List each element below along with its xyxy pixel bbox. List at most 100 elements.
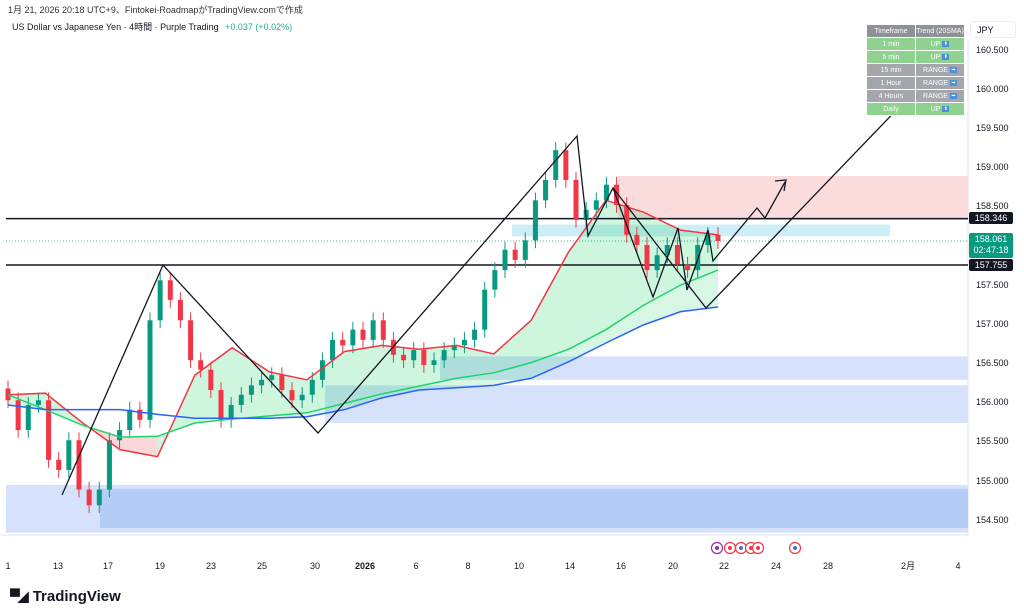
candle	[147, 312, 153, 428]
candle	[66, 432, 72, 478]
trend-row: 4 Hours RANGE ➡	[866, 89, 965, 103]
candle	[573, 172, 579, 228]
candle-body	[482, 289, 488, 330]
candle	[563, 142, 569, 188]
candle	[289, 382, 295, 409]
candle-body	[15, 400, 21, 431]
candle-body	[624, 205, 630, 235]
candle	[76, 432, 82, 498]
price-tag-current: 158.061 02:47:18	[969, 233, 1013, 258]
arrow-right-icon: ➡	[949, 92, 957, 99]
candle-body	[543, 179, 549, 201]
candle	[248, 377, 254, 403]
trend-row: 5 min UP ⬆	[866, 50, 965, 64]
candle	[715, 226, 721, 249]
trend-table: Timeframe Trend (20SMA) 1 min UP ⬆ 5 min UP ⬆…	[866, 24, 965, 116]
trend-table-header-timeframe: Timeframe	[866, 24, 916, 38]
y-tick-label: 158.500	[976, 201, 1009, 211]
candle	[228, 397, 234, 428]
candle	[502, 241, 508, 278]
trend-cell: RANGE ➡	[915, 76, 965, 90]
candle-body	[512, 249, 518, 260]
demand-zone-lower-inner	[100, 488, 968, 529]
candle	[614, 176, 620, 213]
candle-body	[634, 234, 640, 246]
candle	[553, 142, 559, 188]
trend-value: RANGE	[923, 79, 948, 87]
current-price: 158.061	[974, 234, 1008, 244]
candle-body	[674, 245, 680, 265]
y-tick-label: 160.000	[976, 84, 1009, 94]
trend-projection-line	[612, 99, 907, 309]
candle-body	[522, 240, 528, 260]
y-tick-label: 160.500	[976, 45, 1009, 55]
currency-label[interactable]: JPY	[970, 21, 1016, 38]
candle	[330, 332, 336, 369]
trend-value: RANGE	[923, 92, 948, 100]
trend-value: UP	[930, 53, 941, 61]
candle	[188, 312, 194, 369]
arrow-head-icon	[774, 179, 787, 192]
candle-body	[238, 394, 244, 405]
x-tick-label: 6	[413, 561, 418, 571]
candle-body	[360, 329, 366, 340]
us-flag-icon[interactable]	[734, 541, 748, 555]
lightning-icon[interactable]	[710, 541, 724, 555]
candle-body	[664, 245, 670, 256]
x-tick-label: 14	[565, 561, 575, 571]
candle-body	[309, 379, 315, 395]
candle	[644, 237, 650, 278]
sma-cloud-segment	[568, 200, 606, 350]
x-tick-label: 28	[823, 561, 833, 571]
candle	[157, 272, 163, 329]
candle	[685, 256, 691, 278]
price-tag-lower-line: 157.755	[969, 259, 1013, 271]
sma-cloud-segment	[419, 345, 457, 387]
arrow-right-icon: ➡	[949, 66, 957, 73]
candle-body	[117, 430, 123, 441]
candle	[259, 372, 265, 394]
y-tick-label: 157.500	[976, 280, 1009, 290]
price-tag-upper-line: 158.346	[969, 212, 1013, 224]
candle-body	[573, 179, 579, 220]
x-tick-label: 10	[514, 561, 524, 571]
candle-body	[269, 375, 275, 380]
tradingview-logo[interactable]: ▀◢ TradingView	[10, 588, 121, 605]
event-marker-dot	[728, 546, 732, 550]
supply-zone	[618, 176, 968, 220]
y-tick-label: 156.000	[976, 397, 1009, 407]
x-tick-label: 24	[771, 561, 781, 571]
candle-body	[198, 360, 204, 370]
zigzag-projection-line	[61, 134, 786, 496]
y-tick-label: 159.500	[976, 123, 1009, 133]
candle	[96, 481, 102, 514]
sma-cloud-segment	[456, 345, 494, 379]
symbol-legend[interactable]: US Dollar vs Japanese Yen · 4時間 · Purple…	[6, 17, 299, 37]
sma-cloud-segment	[344, 345, 382, 404]
candle	[25, 397, 31, 438]
candle-body	[685, 264, 691, 271]
us-flag-icon[interactable]	[788, 541, 802, 555]
tradingview-logo-icon: ▀◢	[10, 588, 29, 604]
sma-cloud-segment	[306, 351, 345, 413]
candle-body	[644, 245, 650, 271]
arrow-right-icon: ➡	[949, 79, 957, 86]
candle-body	[86, 489, 92, 506]
candle	[127, 401, 133, 438]
candle-body	[167, 280, 173, 300]
sma-cloud-lower-segment	[419, 378, 457, 391]
event-icon[interactable]	[751, 541, 765, 555]
candle-body	[35, 400, 41, 405]
candle-body	[563, 150, 569, 180]
candle-body	[411, 350, 417, 361]
trend-row: 1 Hour RANGE ➡	[866, 76, 965, 90]
x-tick-label: 2月	[901, 561, 915, 571]
candle-body	[259, 379, 265, 386]
candle	[370, 312, 376, 348]
trend-cell: RANGE ➡	[915, 63, 965, 77]
event-icon[interactable]	[723, 541, 737, 555]
x-tick-label: 22	[719, 561, 729, 571]
trend-row: Daily UP ⬆	[866, 102, 965, 116]
candle-body	[157, 280, 163, 321]
